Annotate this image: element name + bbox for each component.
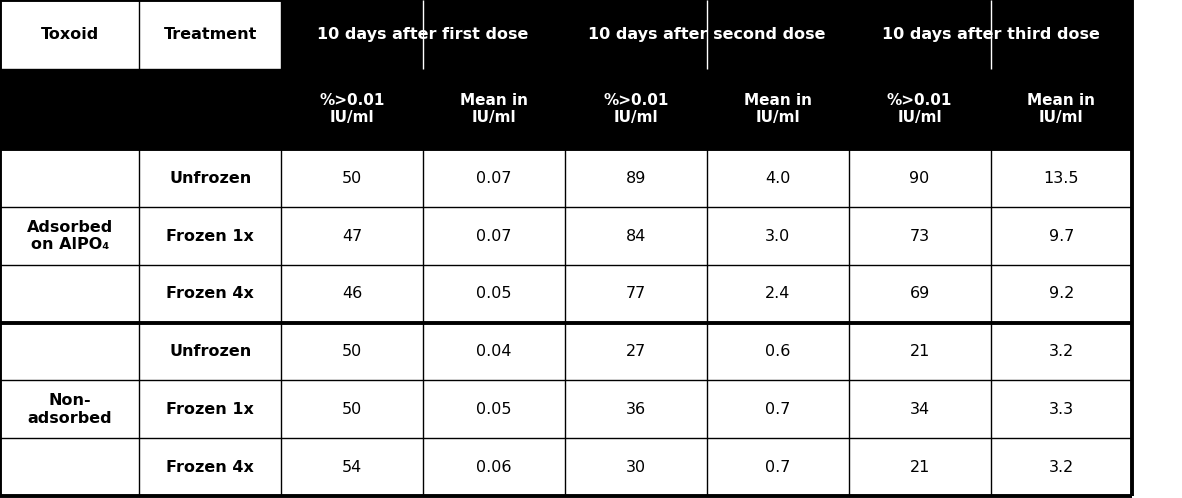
Text: Mean in
IU/ml: Mean in IU/ml: [743, 93, 812, 125]
Text: 30: 30: [625, 460, 647, 475]
Text: 50: 50: [342, 402, 363, 417]
Text: 84: 84: [625, 229, 647, 244]
Text: 2.4: 2.4: [765, 286, 791, 301]
Text: 0.05: 0.05: [476, 402, 512, 417]
Text: Frozen 1x: Frozen 1x: [167, 402, 254, 417]
Text: 3.2: 3.2: [1048, 344, 1074, 359]
Text: 9.2: 9.2: [1048, 286, 1074, 301]
Bar: [0, 380, 1132, 438]
Bar: [0, 207, 1132, 265]
Text: 21: 21: [909, 344, 930, 359]
Text: 77: 77: [625, 286, 647, 301]
Text: 10 days after first dose: 10 days after first dose: [318, 27, 528, 42]
Text: 36: 36: [625, 402, 647, 417]
Text: 0.07: 0.07: [476, 229, 512, 244]
Bar: [0, 323, 1132, 380]
Text: 0.07: 0.07: [476, 171, 512, 186]
Bar: [281, 0, 565, 69]
Text: 9.7: 9.7: [1048, 229, 1074, 244]
Text: Unfrozen: Unfrozen: [169, 344, 252, 359]
Bar: [0, 265, 1132, 323]
Text: 3.0: 3.0: [765, 229, 791, 244]
Text: 50: 50: [342, 171, 363, 186]
Text: %>0.01
IU/ml: %>0.01 IU/ml: [603, 93, 669, 125]
Text: Unfrozen: Unfrozen: [169, 171, 252, 186]
Text: 3.2: 3.2: [1048, 460, 1074, 475]
Text: Frozen 4x: Frozen 4x: [167, 286, 254, 301]
Text: 3.3: 3.3: [1048, 402, 1074, 417]
Bar: [0, 0, 281, 69]
Text: 73: 73: [909, 229, 930, 244]
Text: 46: 46: [342, 286, 363, 301]
Text: 13.5: 13.5: [1044, 171, 1079, 186]
Text: 10 days after second dose: 10 days after second dose: [589, 27, 825, 42]
Bar: [565, 0, 849, 69]
Text: Toxoid: Toxoid: [40, 27, 99, 42]
Text: 89: 89: [625, 171, 647, 186]
Text: 69: 69: [909, 286, 930, 301]
Bar: [849, 0, 1132, 69]
Text: 34: 34: [909, 402, 930, 417]
Bar: [0, 149, 1132, 207]
Text: %>0.01
IU/ml: %>0.01 IU/ml: [319, 93, 385, 125]
Text: 4.0: 4.0: [765, 171, 791, 186]
Text: 0.05: 0.05: [476, 286, 512, 301]
Text: 0.06: 0.06: [476, 460, 512, 475]
Text: Mean in
IU/ml: Mean in IU/ml: [1027, 93, 1096, 125]
Text: 27: 27: [625, 344, 647, 359]
Text: %>0.01
IU/ml: %>0.01 IU/ml: [886, 93, 953, 125]
Bar: [0, 438, 1132, 496]
Text: Mean in
IU/ml: Mean in IU/ml: [460, 93, 528, 125]
Text: 0.7: 0.7: [765, 402, 791, 417]
Text: 0.04: 0.04: [476, 344, 512, 359]
Bar: [0, 69, 1132, 149]
Text: 54: 54: [342, 460, 363, 475]
Text: 21: 21: [909, 460, 930, 475]
Text: Treatment: Treatment: [164, 27, 256, 42]
Text: 90: 90: [909, 171, 930, 186]
Text: 50: 50: [342, 344, 363, 359]
Text: Frozen 1x: Frozen 1x: [167, 229, 254, 244]
Text: 0.7: 0.7: [765, 460, 791, 475]
Text: Adsorbed
on AlPO₄: Adsorbed on AlPO₄: [27, 220, 112, 252]
Text: Non-
adsorbed: Non- adsorbed: [27, 393, 112, 426]
Text: 0.6: 0.6: [765, 344, 791, 359]
Text: 47: 47: [342, 229, 363, 244]
Text: 10 days after third dose: 10 days after third dose: [882, 27, 1099, 42]
Text: Frozen 4x: Frozen 4x: [167, 460, 254, 475]
